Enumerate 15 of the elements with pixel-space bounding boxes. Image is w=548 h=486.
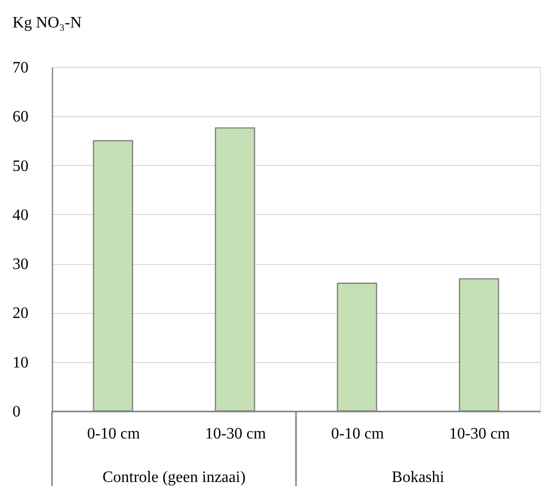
y-tick-label: 30 bbox=[12, 256, 28, 274]
y-tick-label: 0 bbox=[12, 404, 20, 420]
y-tick-label: 70 bbox=[12, 60, 28, 76]
text: Bokashi bbox=[392, 469, 445, 486]
y-tick-label: 50 bbox=[12, 158, 28, 175]
y-tick-label: 40 bbox=[12, 206, 28, 224]
y-axis-title: Kg NO₃-N bbox=[12, 14, 82, 32]
x-tick-label: 10-30 cm bbox=[205, 426, 266, 442]
x-tick-label: 10-30 cm bbox=[449, 426, 510, 442]
y-tick-label: 10 bbox=[12, 354, 28, 372]
text: Controle (geen inzaai) bbox=[102, 469, 246, 486]
y-tick-label: 20 bbox=[12, 305, 28, 322]
x-tick-label: 0-10 cm bbox=[331, 426, 384, 442]
y-tick-label: 60 bbox=[12, 108, 28, 126]
x-tick-label: 0-10 cm bbox=[87, 426, 140, 442]
